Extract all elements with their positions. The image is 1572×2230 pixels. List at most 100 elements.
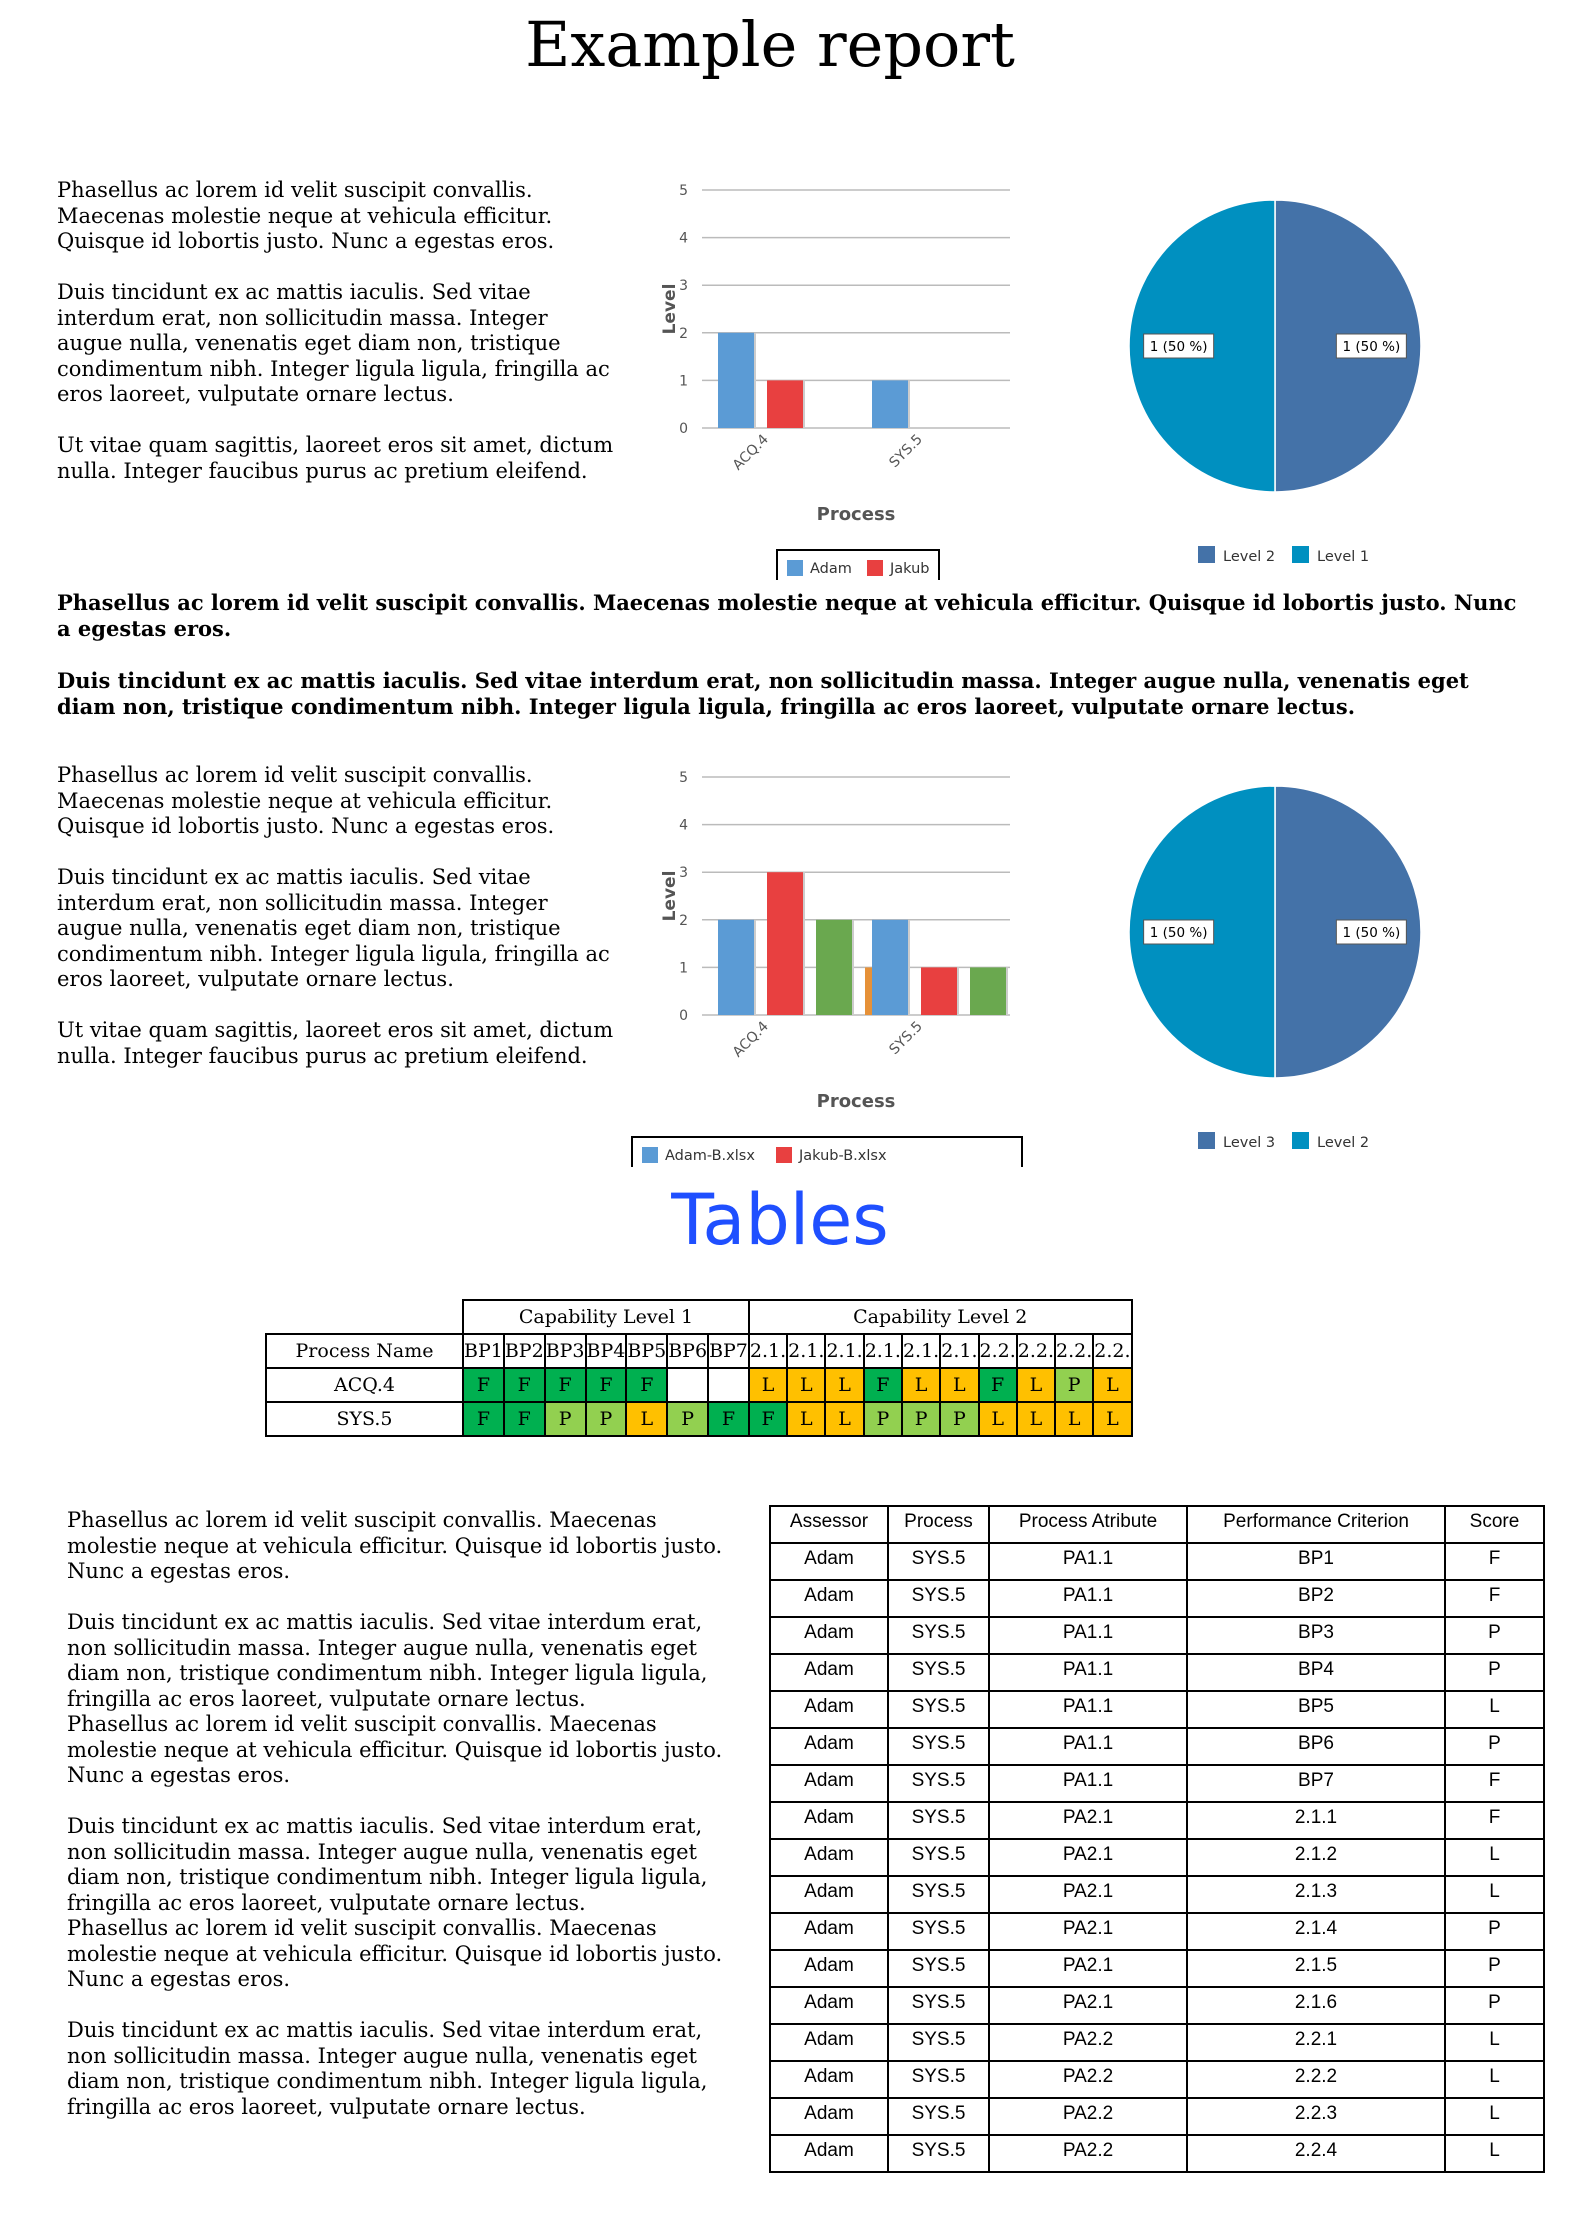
assessment-cell: P [1444, 1727, 1545, 1766]
assessment-cell: SYS.5 [887, 1949, 990, 1988]
assessment-cell: P [1444, 1986, 1545, 2025]
capability-column-header: BP2 [502, 1333, 546, 1369]
legend-box [631, 1136, 1023, 1167]
assessment-row: Adam SYS.5 PA1.1 BP6 P [769, 1727, 1545, 1766]
assessment-cell: Adam [769, 1986, 889, 2025]
score-cell: P [1054, 1367, 1095, 1403]
assessment-cell: Adam [769, 1875, 889, 1914]
capability-column-header-row: Process Name BP1 BP2 BP3 BP4 BP5 BP6 BP7 2.1. 2.… [265, 1333, 1133, 1369]
bold-text-block: Phasellus ac lorem id velit suscipit con… [57, 590, 1517, 720]
assessment-cell: SYS.5 [887, 1727, 990, 1766]
y-tick-label: 4 [679, 231, 688, 247]
assessment-cell: PA2.2 [988, 2023, 1188, 2062]
capability-column-header: 2.2. [1092, 1333, 1133, 1369]
capability-column-header: 2.1. [786, 1333, 827, 1369]
paragraph: Duis tincidunt ex ac mattis iaculis. Sed… [67, 1814, 708, 1915]
assessment-cell: F [1444, 1542, 1545, 1581]
legend-label: Level 1 [1317, 549, 1369, 565]
assessment-cell: Adam [769, 1912, 889, 1951]
score-cell: L [747, 1367, 789, 1403]
assessment-cell: L [1444, 1838, 1545, 1877]
assessment-cell: Adam [769, 2060, 889, 2099]
pie-label: 1 (50 %) [1150, 925, 1208, 941]
assessment-cell: 2.1.6 [1186, 1986, 1446, 2025]
assessment-cell: PA2.1 [988, 1986, 1188, 2025]
capability-row: ACQ.4 F F F F F L L L F L L F L P L [265, 1367, 1133, 1403]
paragraph: Ut vitae quam sagittis, laoreet eros sit… [57, 433, 614, 483]
assessment-cell: SYS.5 [887, 1542, 990, 1581]
x-axis-label: Process [817, 1091, 896, 1112]
assessment-cell: 2.1.5 [1186, 1949, 1446, 1988]
assessment-row: Adam SYS.5 PA2.1 2.1.6 P [769, 1986, 1545, 2025]
capability-row: SYS.5 F F P P L P F F L L P P P L L L L [265, 1401, 1133, 1437]
assessment-cell: 2.1.4 [1186, 1912, 1446, 1951]
assessment-column-header: Performance Criterion [1186, 1505, 1446, 1544]
pie-label: 1 (50 %) [1343, 925, 1401, 941]
assessment-cell: BP6 [1186, 1727, 1446, 1766]
score-cell: L [824, 1367, 865, 1403]
assessment-cell: PA1.1 [988, 1616, 1188, 1655]
assessment-cell: L [1444, 1690, 1545, 1729]
y-axis-label: Level [660, 284, 680, 335]
legend-swatch [1198, 546, 1215, 563]
assessment-cell: SYS.5 [887, 1986, 990, 2025]
legend-box [776, 549, 940, 580]
capability-column-header: BP4 [584, 1333, 628, 1369]
paragraph: Phasellus ac lorem id velit suscipit con… [67, 1508, 723, 1583]
capability-column-header: 2.1. [747, 1333, 789, 1369]
assessment-row: Adam SYS.5 PA2.1 2.1.2 L [769, 1838, 1545, 1877]
x-tick-label: ACQ.4 [730, 431, 772, 473]
legend-label: Adam-B.xlsx [665, 1148, 755, 1164]
assessment-header-row: Assessor Process Process Atribute Performan… [769, 1505, 1545, 1544]
legend-label: Level 2 [1223, 549, 1275, 565]
assessment-cell: P [1444, 1616, 1545, 1655]
assessment-cell: BP1 [1186, 1542, 1446, 1581]
paragraph: Phasellus ac lorem id velit suscipit con… [67, 1916, 723, 1991]
score-cell: P [900, 1401, 942, 1437]
paragraph: Duis tincidunt ex ac mattis iaculis. Sed… [57, 280, 610, 406]
y-tick-label: 0 [679, 421, 688, 437]
score-cell: L [625, 1401, 669, 1437]
pie-label-box [1143, 919, 1215, 945]
legend-swatch [787, 560, 803, 576]
assessment-cell: L [1444, 2097, 1545, 2136]
pie-label-box [1335, 919, 1407, 945]
legend-swatch [776, 1147, 792, 1163]
assessment-cell: SYS.5 [887, 1838, 990, 1877]
capability-column-header: 2.2. [977, 1333, 1018, 1369]
paragraph: Duis tincidunt ex ac mattis iaculis. Sed… [67, 2018, 708, 2119]
bar [872, 380, 908, 428]
score-cell: L [1054, 1401, 1095, 1437]
bar [767, 380, 803, 428]
assessment-cell: 2.2.4 [1186, 2134, 1446, 2173]
score-cell: F [747, 1401, 789, 1437]
assessment-cell: PA2.1 [988, 1912, 1188, 1951]
assessment-row: Adam SYS.5 PA2.1 2.1.3 L [769, 1875, 1545, 1914]
legend-swatch [1292, 546, 1309, 563]
assessment-cell: Adam [769, 1764, 889, 1803]
assessment-cell: PA2.2 [988, 2097, 1188, 2136]
y-tick-label: 1 [679, 960, 688, 976]
capability-column-header: 2.2. [1015, 1333, 1057, 1369]
legend-swatch [642, 1147, 658, 1163]
bar [718, 919, 754, 1015]
assessment-cell: Adam [769, 1949, 889, 1988]
bar [970, 967, 1006, 1015]
score-cell: L [1015, 1367, 1057, 1403]
score-cell: P [666, 1401, 710, 1437]
y-tick-label: 5 [679, 183, 688, 199]
score-cell: F [707, 1401, 750, 1437]
pie-label-box [1335, 333, 1407, 359]
bar [767, 872, 803, 1015]
assessment-cell: SYS.5 [887, 1875, 990, 1914]
x-tick-label: SYS.5 [886, 432, 925, 471]
assessment-row: Adam SYS.5 PA2.1 2.1.1 F [769, 1801, 1545, 1840]
assessment-cell: Adam [769, 2134, 889, 2173]
capability-group-header-row: Capability Level 1 Capability Level 2 [266, 1299, 1133, 1335]
assessment-cell: PA2.2 [988, 2134, 1188, 2173]
score-cell: F [543, 1367, 587, 1403]
assessment-row: Adam SYS.5 PA2.2 2.2.1 L [769, 2023, 1545, 2062]
assessment-cell: PA1.1 [988, 1542, 1188, 1581]
capability-column-header: 2.1. [862, 1333, 903, 1369]
capability-level-2-header: Capability Level 2 [747, 1299, 1133, 1335]
